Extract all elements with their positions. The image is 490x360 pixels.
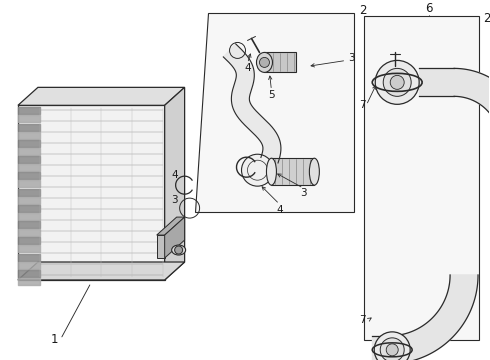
Text: 1: 1 <box>51 333 59 346</box>
Polygon shape <box>18 105 165 280</box>
Circle shape <box>242 154 273 186</box>
Circle shape <box>390 75 404 89</box>
Text: 6: 6 <box>425 2 433 15</box>
Ellipse shape <box>309 158 319 185</box>
Circle shape <box>174 246 183 254</box>
Polygon shape <box>157 235 165 258</box>
Polygon shape <box>18 262 185 280</box>
Polygon shape <box>223 44 281 163</box>
Polygon shape <box>18 87 185 105</box>
Text: 2: 2 <box>359 4 367 17</box>
Circle shape <box>383 68 411 96</box>
Text: 5: 5 <box>268 90 275 100</box>
Polygon shape <box>165 217 185 258</box>
Ellipse shape <box>256 53 272 72</box>
Polygon shape <box>195 13 354 212</box>
Text: 7: 7 <box>359 315 366 325</box>
Circle shape <box>260 57 270 67</box>
Polygon shape <box>454 68 490 142</box>
Text: 4: 4 <box>172 170 178 180</box>
Ellipse shape <box>267 158 276 185</box>
Text: 7: 7 <box>359 100 366 110</box>
Circle shape <box>386 344 398 356</box>
Polygon shape <box>265 53 296 72</box>
Polygon shape <box>165 87 185 280</box>
Text: 3: 3 <box>348 53 355 63</box>
Circle shape <box>380 338 404 360</box>
Text: 2: 2 <box>483 12 490 25</box>
Text: 3: 3 <box>172 195 178 205</box>
Text: 4: 4 <box>276 205 283 215</box>
Polygon shape <box>364 15 479 340</box>
Polygon shape <box>271 158 315 185</box>
Text: 4: 4 <box>244 63 251 73</box>
Polygon shape <box>389 275 478 360</box>
Ellipse shape <box>172 245 186 255</box>
Polygon shape <box>157 217 185 235</box>
Text: 3: 3 <box>300 188 307 198</box>
Circle shape <box>374 332 410 360</box>
Circle shape <box>375 60 419 104</box>
